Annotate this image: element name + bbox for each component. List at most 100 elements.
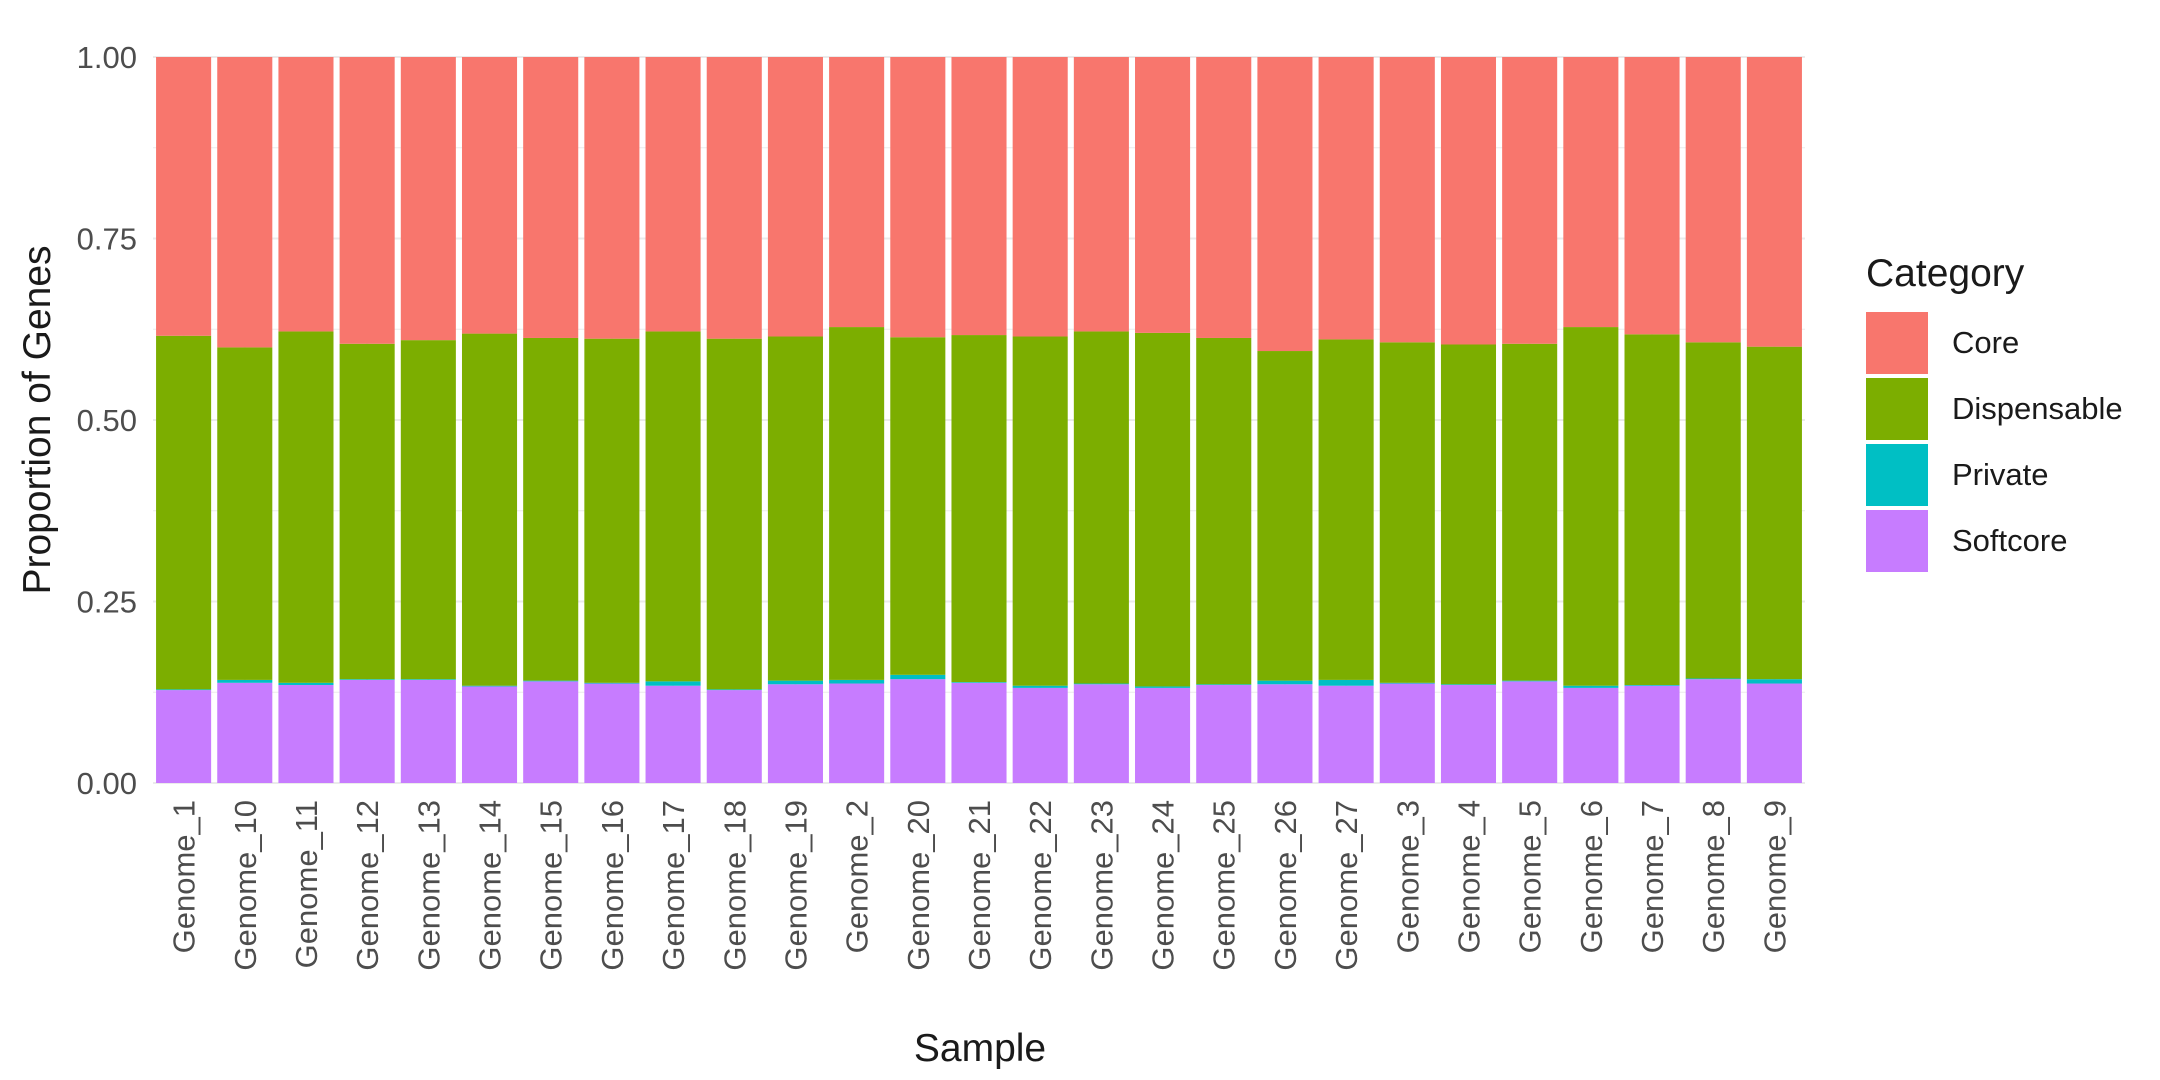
bar-segment-private [1073, 683, 1129, 685]
x-tick-label: Genome_13 [411, 800, 446, 971]
bar-segment-private [890, 674, 946, 680]
bar-segment-core [523, 57, 579, 338]
bar-segment-core [767, 57, 823, 337]
x-tick-label: Genome_21 [962, 800, 997, 971]
bar-segment-core [1196, 57, 1252, 338]
bar-segment-core [278, 57, 334, 332]
x-tick-label: Genome_1 [167, 800, 202, 953]
bar-segment-core [1440, 57, 1497, 345]
bar-segment-dispensable [890, 337, 946, 675]
bar-segment-dispensable [339, 343, 395, 680]
bar-segment-softcore [1440, 684, 1497, 783]
bar-segment-softcore [400, 679, 456, 783]
x-tick-label: Genome_4 [1451, 800, 1486, 953]
bar-segment-dispensable [1135, 332, 1191, 687]
x-tick-label: Genome_22 [1023, 800, 1058, 971]
bar-segment-private [278, 682, 334, 685]
bar-segment-dispensable [1440, 344, 1497, 685]
bar-segment-private [706, 689, 762, 691]
bar-segment-softcore [156, 690, 212, 783]
legend-swatch [1866, 312, 1928, 374]
bar-segment-private [461, 685, 518, 687]
bar-segment-dispensable [1257, 351, 1313, 681]
bar-segment-softcore [584, 683, 640, 783]
x-axis-ticks: Genome_1 Genome_10 Genome_11 Genome_12 Genom… [167, 800, 1793, 971]
bar-segment-softcore [1257, 684, 1313, 783]
x-tick-label: Genome_16 [595, 800, 630, 971]
bar-segment-dispensable [1073, 331, 1129, 684]
bar-segment-softcore [217, 682, 273, 783]
bar-segment-core [890, 57, 946, 338]
x-tick-label: Genome_18 [717, 800, 752, 971]
bar-segment-core [400, 57, 456, 341]
legend-swatch [1866, 378, 1928, 440]
bar-segment-dispensable [1318, 339, 1374, 680]
bar-segment-private [1196, 684, 1252, 685]
bar-segment-core [217, 57, 273, 348]
bar-segment-core [461, 57, 518, 334]
bar-segment-softcore [339, 679, 395, 783]
bar-segment-dispensable [1624, 334, 1680, 685]
bar-segment-softcore [767, 684, 823, 783]
bar-segment-private [951, 682, 1007, 683]
x-tick-label: Genome_15 [534, 800, 569, 971]
bar-segment-softcore [278, 684, 334, 783]
y-axis-ticks: 0.00 0.25 0.50 0.75 1.00 [77, 40, 137, 801]
bar-segment-private [1440, 684, 1497, 685]
bar-segment-dispensable [461, 333, 518, 686]
bar-segment-dispensable [523, 337, 579, 681]
bar-segment-softcore [1563, 687, 1619, 783]
bar-segment-dispensable [951, 335, 1007, 683]
bar-segment-private [523, 680, 579, 682]
bar-segment-softcore [1502, 681, 1558, 783]
y-tick-label: 1.00 [77, 40, 137, 75]
bar-segment-core [1502, 57, 1558, 344]
bar-segment-dispensable [217, 347, 273, 680]
bar-segment-private [767, 680, 823, 685]
bar-segment-core [1012, 57, 1068, 337]
y-tick-label: 0.25 [77, 585, 137, 620]
bar-segment-core [156, 57, 212, 336]
bar-segment-core [1257, 57, 1313, 352]
legend-label: Dispensable [1952, 391, 2123, 426]
legend-swatch [1866, 444, 1928, 506]
bar-segment-softcore [706, 690, 762, 783]
legend-item-private: Private [1866, 442, 2123, 508]
bar-segment-private [829, 679, 885, 684]
x-tick-label: Genome_3 [1390, 800, 1425, 953]
bar-segment-dispensable [1685, 342, 1741, 679]
bar-segment-core [584, 57, 640, 339]
x-tick-label: Genome_27 [1329, 800, 1364, 971]
bar-segment-softcore [1685, 679, 1741, 783]
legend-item-softcore: Softcore [1866, 508, 2123, 574]
bar-segment-private [1563, 685, 1619, 688]
x-tick-label: Genome_17 [656, 800, 691, 971]
bar-segment-dispensable [1196, 337, 1252, 685]
bar-segment-private [1257, 680, 1313, 685]
y-axis-title: Proportion of Genes [16, 245, 59, 594]
bar-segment-softcore [461, 686, 518, 783]
x-tick-label: Genome_23 [1084, 800, 1119, 971]
x-tick-label: Genome_19 [778, 800, 813, 971]
bar-segment-softcore [1012, 687, 1068, 783]
bar-segment-softcore [1624, 685, 1680, 783]
bar-segment-private [1012, 685, 1068, 688]
x-tick-label: Genome_26 [1268, 800, 1303, 971]
bar-segment-core [339, 57, 395, 344]
x-axis-title: Sample [914, 1027, 1046, 1070]
bar-segment-softcore [1746, 683, 1802, 783]
bar-segment-private [1318, 679, 1374, 686]
y-tick-label: 0.75 [77, 222, 137, 257]
bar-segment-private [339, 679, 395, 680]
bar-segment-dispensable [767, 336, 823, 681]
bar-segment-private [1685, 678, 1741, 680]
bar-segment-private [1624, 684, 1680, 686]
bar-segment-core [1135, 57, 1191, 333]
bar-segment-dispensable [829, 327, 885, 680]
legend-label: Softcore [1952, 523, 2068, 558]
legend-label: Core [1952, 325, 2020, 360]
x-tick-label: Genome_2 [840, 800, 875, 953]
bar-segment-dispensable [1746, 346, 1802, 680]
bar-segment-core [829, 57, 885, 328]
x-tick-label: Genome_24 [1146, 800, 1181, 971]
